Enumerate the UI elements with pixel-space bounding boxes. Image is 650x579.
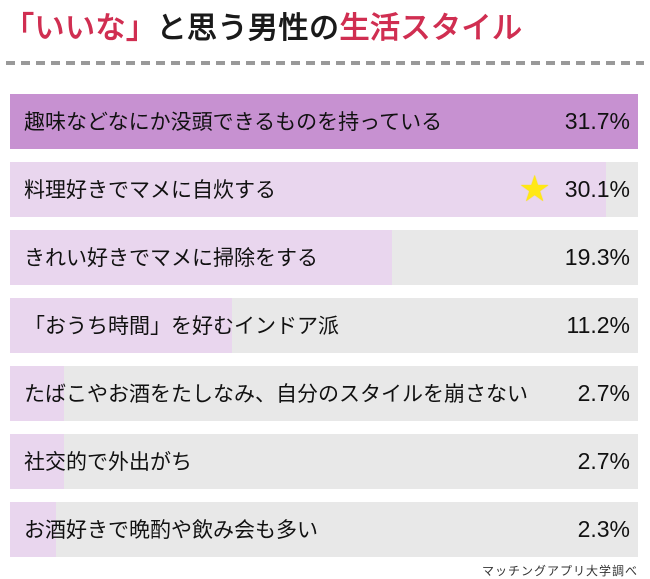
chart-row: 料理好きでマメに自炊する★30.1% [10,161,638,217]
bar-fill [10,161,607,217]
bar-label: 社交的で外出がち [24,451,192,474]
bar-track [10,365,638,421]
bar-fill [10,229,393,285]
chart-row: お酒好きで晩酌や飲み会も多い 2.3% [10,501,638,557]
bar-label: たばこやお酒をたしなみ、自分のスタイルを崩さない [24,383,528,406]
bar-value: 2.7% [577,379,630,406]
bar-value: 11.2% [566,311,630,338]
bar-fill [10,297,232,353]
bar-label: 「おうち時間」を好むインドア派 [24,315,339,338]
bar-value: 2.3% [577,515,630,542]
bar-label: お酒好きで晩酌や飲み会も多い [24,519,318,542]
chart-row: 社交的で外出がち 2.7% [10,433,638,489]
chart-row: たばこやお酒をたしなみ、自分のスタイルを崩さない 2.7% [10,365,638,421]
page-title: 「いいな」と思う男性の生活スタイル [4,10,650,48]
chart-row: きれい好きでマメに掃除をする 19.3% [10,229,638,285]
bar-fill [10,501,56,557]
bar-label: 料理好きでマメに自炊する [24,179,276,202]
chart-row: 趣味などなにか没頭できるものを持っている 31.7% [10,93,638,149]
title-red-segment-2: 生活スタイル [339,12,523,45]
source-credit: マッチングアプリ大学調べ [481,563,638,578]
bar-fill [10,433,64,489]
dashed-divider [6,60,644,65]
bar-label: 趣味などなにか没頭できるものを持っている [24,111,443,134]
chart-row: 「おうち時間」を好むインドア派 11.2% [10,297,638,353]
bar-chart: 趣味などなにか没頭できるものを持っている 31.7% 料理好きでマメに自炊する★30… [10,93,638,557]
bar-fill [10,365,64,421]
title-black-segment: と思う男性の [156,12,340,45]
bar-fill [10,93,638,149]
bar-value: 19.3% [564,243,630,270]
bar-value: 30.1% [564,175,630,202]
title-red-segment-1: 「いいな」 [4,12,157,45]
bar-track [10,501,638,557]
bar-label: きれい好きでマメに掃除をする [24,247,318,270]
bar-track [10,433,638,489]
bar-value: 31.7% [564,107,630,134]
bar-value: 2.7% [577,447,630,474]
